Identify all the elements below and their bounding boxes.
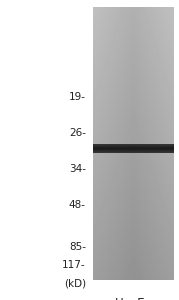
Text: 19-: 19- [69, 92, 86, 102]
Text: 85-: 85- [69, 242, 86, 252]
Text: (kD): (kD) [64, 278, 86, 289]
Text: 34-: 34- [69, 164, 86, 174]
Text: 48-: 48- [69, 200, 86, 210]
Text: HuvEc: HuvEc [115, 297, 152, 300]
Text: 26-: 26- [69, 128, 86, 138]
Text: 117-: 117- [62, 260, 86, 270]
